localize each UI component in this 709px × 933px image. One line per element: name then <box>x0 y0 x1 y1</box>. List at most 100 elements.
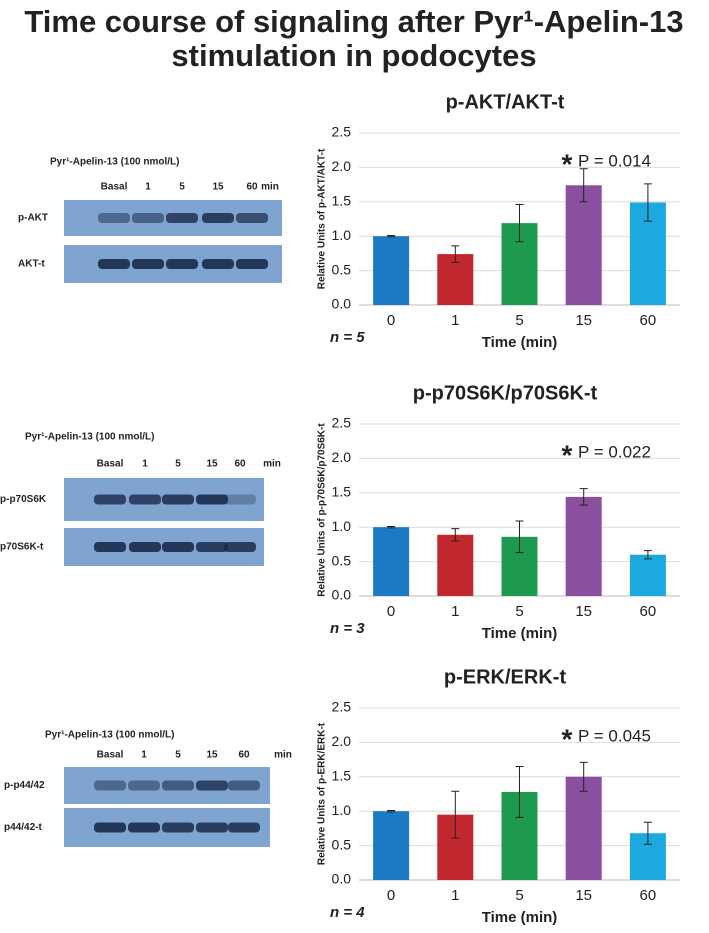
x-tick-label: 5 <box>515 603 523 620</box>
y-tick-label: 2.5 <box>332 415 352 431</box>
bar <box>565 496 602 596</box>
x-axis-label: Time (min) <box>482 625 558 642</box>
blot-band <box>236 213 268 223</box>
blot-header: Pyr¹-Apelin-13 (100 nmol/L) <box>25 432 154 443</box>
y-tick-label: 0.0 <box>332 587 352 603</box>
lane-label: min <box>261 182 279 193</box>
bar <box>565 185 602 305</box>
n-label: n = 4 <box>330 904 365 921</box>
bar <box>629 554 666 596</box>
bar <box>373 527 410 596</box>
x-tick-label: 0 <box>387 312 395 329</box>
y-tick-label: 2.5 <box>332 124 352 140</box>
error-bar <box>579 168 588 203</box>
error-bar <box>579 488 588 506</box>
blot-band <box>202 213 234 223</box>
error-bar <box>451 245 460 263</box>
y-tick-label: 0.5 <box>332 261 352 277</box>
x-tick-label: 60 <box>640 312 657 329</box>
chart-title: p-p70S6K/p70S6K-t <box>413 382 598 404</box>
y-tick-label: 1.5 <box>332 484 352 500</box>
x-tick-label: 1 <box>451 887 459 904</box>
lane-label: Basal <box>97 459 124 470</box>
y-tick-label: 0.5 <box>332 552 352 568</box>
annotation-star: * <box>562 439 573 470</box>
blot-band <box>94 542 126 552</box>
error-bar <box>643 550 652 560</box>
y-tick-label: 1.0 <box>332 518 352 534</box>
blot-band <box>196 780 228 791</box>
blot-band <box>129 494 161 505</box>
lane-label: 60 <box>234 459 246 470</box>
blot-band <box>196 542 228 552</box>
y-tick-label: 1.0 <box>332 802 352 818</box>
annotation: P = 0.014 <box>578 151 651 170</box>
y-tick-label: 0.0 <box>332 871 352 887</box>
x-tick-label: 1 <box>451 603 459 620</box>
lane-label: min <box>274 750 292 761</box>
lane-label: 60 <box>246 182 258 193</box>
annotation: P = 0.045 <box>578 726 651 745</box>
lane-label: 15 <box>212 182 224 193</box>
bar <box>373 811 410 880</box>
error-bar <box>387 526 396 529</box>
lane-label: 15 <box>206 750 218 761</box>
blot-band <box>236 259 268 269</box>
blot-band <box>196 494 228 505</box>
blot-band <box>132 259 164 269</box>
blot-band <box>94 822 126 833</box>
error-bar <box>515 520 524 554</box>
bar <box>437 534 474 596</box>
blot-band <box>162 822 194 833</box>
x-tick-label: 0 <box>387 603 395 620</box>
blot-band <box>228 780 260 791</box>
blot-band <box>94 494 126 505</box>
y-axis-label: Relative Units of p-AKT/AKT-t <box>317 148 328 289</box>
blot-band <box>128 780 160 791</box>
x-tick-label: 0 <box>387 887 395 904</box>
error-bar <box>515 204 524 243</box>
blot-band <box>162 542 194 552</box>
y-tick-label: 2.0 <box>332 733 352 749</box>
blot-band <box>98 259 130 269</box>
error-bar <box>451 790 460 839</box>
lane-label: 1 <box>141 750 147 761</box>
x-tick-label: 15 <box>575 312 592 329</box>
error-bar <box>579 761 588 792</box>
x-tick-label: 5 <box>515 312 523 329</box>
blot-band <box>166 259 198 269</box>
blot-band <box>162 494 194 505</box>
blot-band <box>202 259 234 269</box>
n-label: n = 5 <box>330 329 365 346</box>
error-bar <box>643 821 652 845</box>
row-label: p-p44/42 <box>4 780 45 791</box>
row-label: p-AKT <box>18 213 48 224</box>
x-tick-label: 15 <box>575 603 592 620</box>
y-tick-label: 1.5 <box>332 768 352 784</box>
y-tick-label: 0.5 <box>332 836 352 852</box>
bar <box>373 236 410 305</box>
lane-label: 1 <box>142 459 148 470</box>
chart-title: p-ERK/ERK-t <box>444 666 567 688</box>
row-label: p70S6K-t <box>0 542 44 553</box>
bar <box>565 776 602 880</box>
blot-band <box>98 213 130 223</box>
y-tick-label: 1.0 <box>332 227 352 243</box>
error-bar <box>451 528 460 542</box>
error-bar <box>387 235 396 238</box>
annotation: P = 0.022 <box>578 442 651 461</box>
error-bar <box>387 810 396 813</box>
blot-band <box>132 213 164 223</box>
blot-band <box>128 822 160 833</box>
x-tick-label: 5 <box>515 887 523 904</box>
blot-band <box>224 542 256 552</box>
x-axis-label: Time (min) <box>482 334 558 351</box>
row-label: p-p70S6K <box>0 494 47 505</box>
lane-label: Basal <box>97 750 124 761</box>
blot-band <box>228 822 260 833</box>
x-axis-label: Time (min) <box>482 909 558 926</box>
error-bar <box>515 765 524 818</box>
y-tick-label: 0.0 <box>332 296 352 312</box>
y-axis-label: Relative Units of p-p70S6K/p70S6K-t <box>317 423 328 597</box>
lane-label: 5 <box>179 182 185 193</box>
